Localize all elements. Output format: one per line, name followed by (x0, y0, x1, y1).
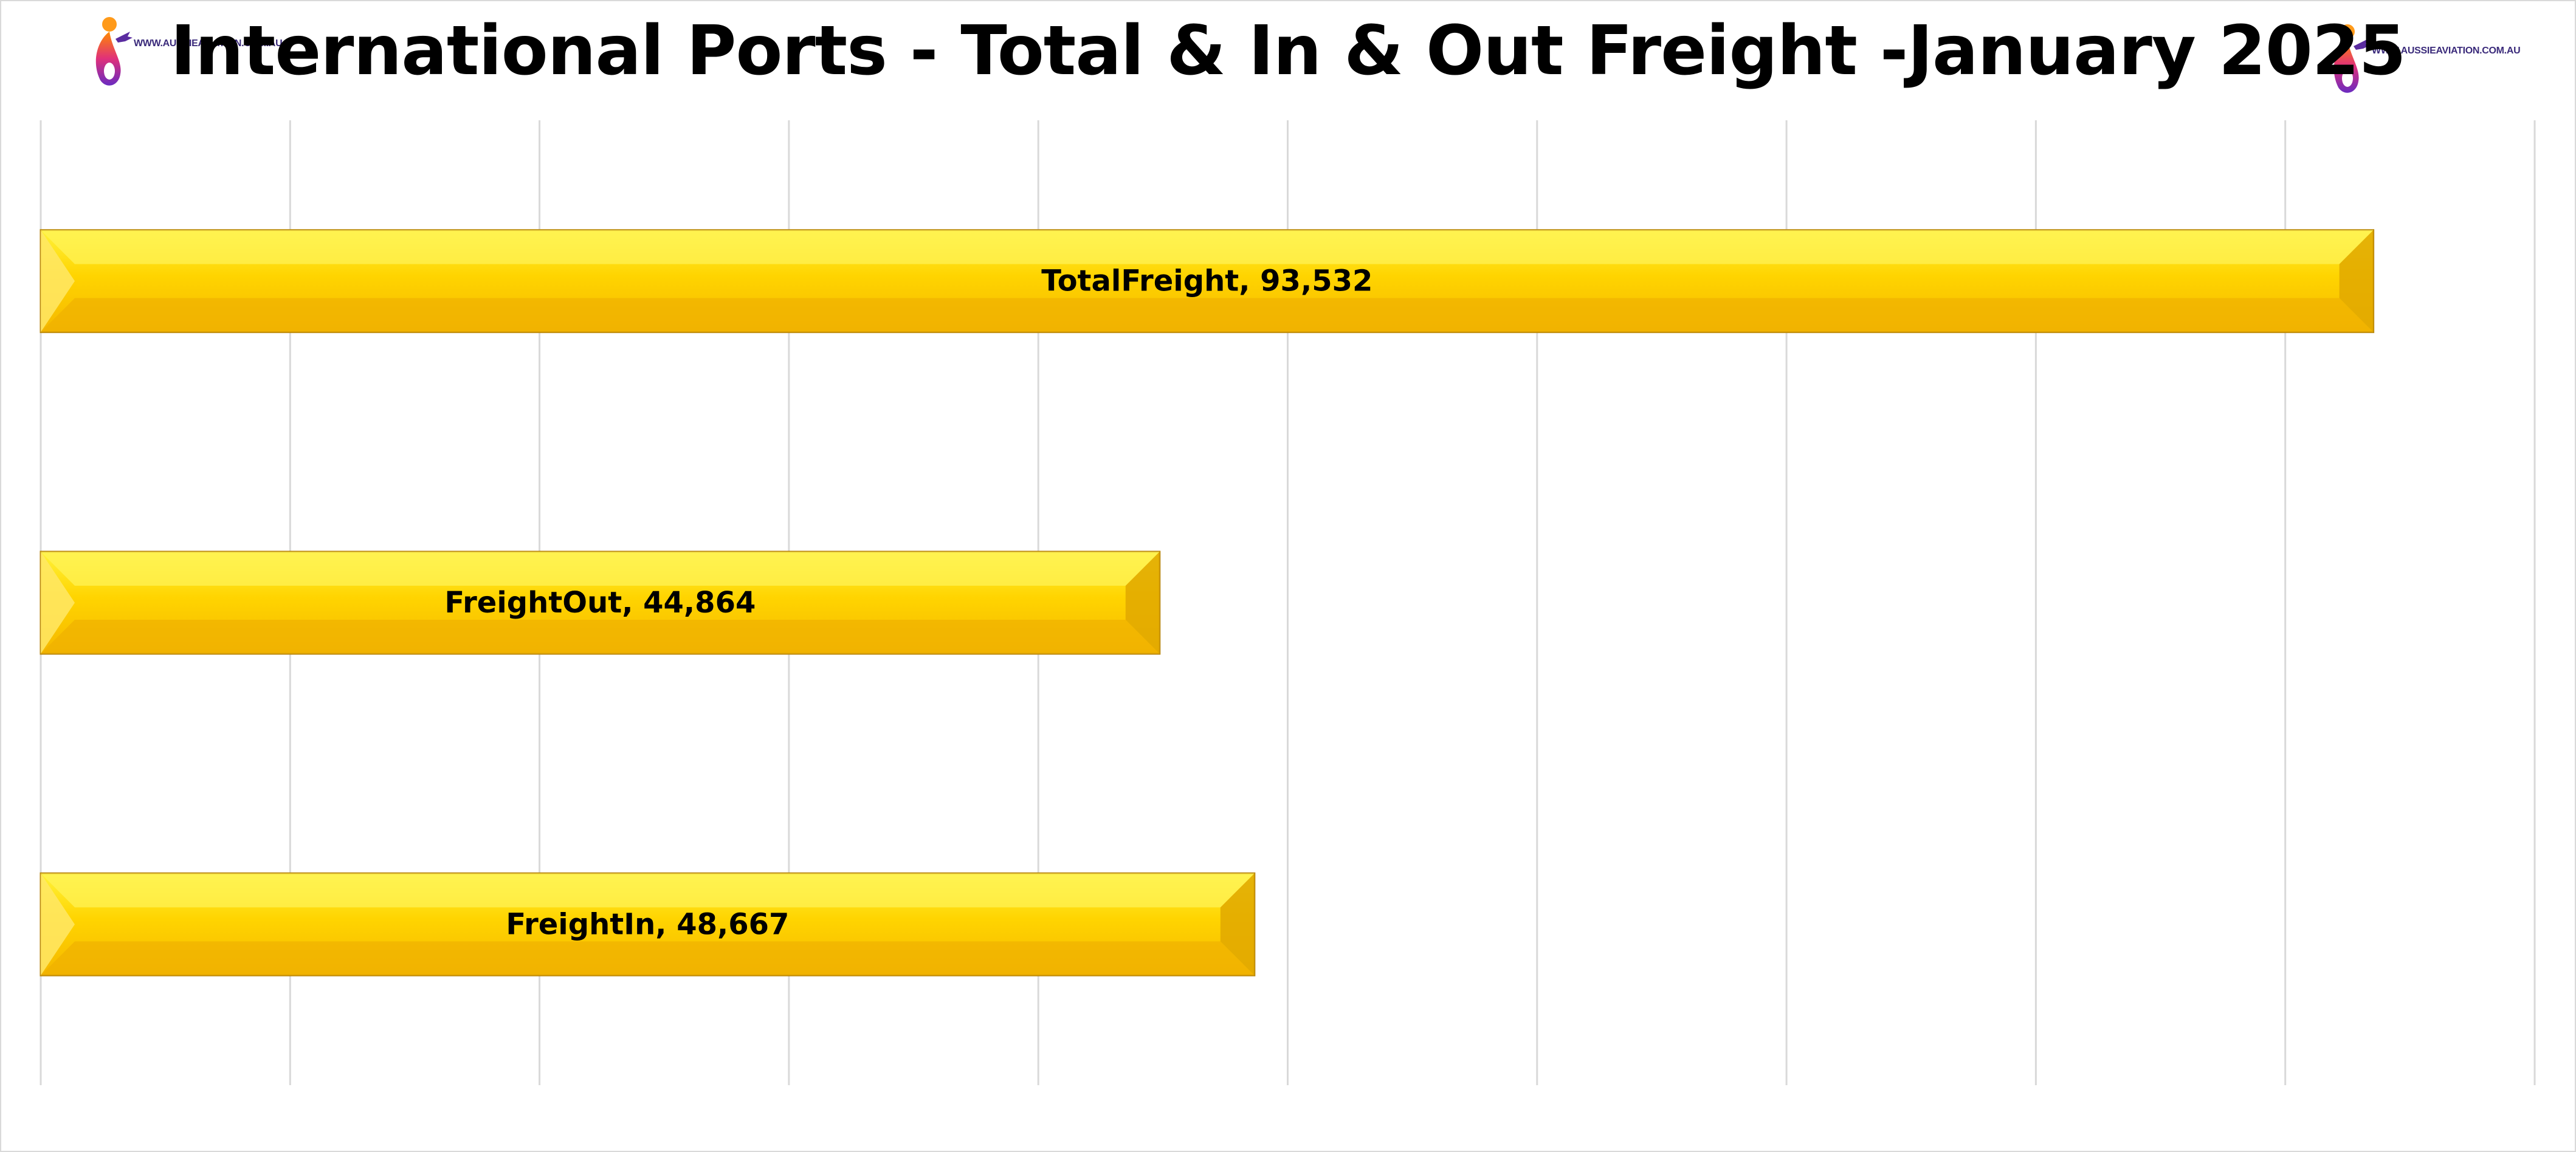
bar-bevel-top (41, 552, 1160, 586)
bar-label-totalfreight: TotalFreight, 93,532 (1041, 264, 1372, 298)
bar-labels: TotalFreight, 93,532 FreightOut, 44,864 Fr… (444, 264, 1372, 942)
bar-bevel-left (41, 873, 75, 976)
bar-bevel-left (41, 230, 75, 332)
bars (40, 229, 2375, 976)
bar-bevel-right (1220, 873, 1255, 976)
bar-bevel-top (41, 873, 1255, 908)
bar-label-freightin: FreightIn, 48,667 (506, 907, 789, 941)
bar-bevel-top (41, 230, 2374, 264)
bar-freightout (40, 550, 1161, 655)
bar-bevel-bottom (41, 298, 2374, 332)
logo-left-text: WWW.AUSSIEAVIATION.COM.AU (134, 38, 283, 49)
bar-freightin (40, 872, 1256, 976)
aussie-aviation-logo-icon (2333, 24, 2371, 93)
bar-bevel-left (41, 552, 75, 654)
bar-bevel-bottom (41, 941, 1255, 976)
bar-label-freightout: FreightOut, 44,864 (444, 586, 756, 620)
bar-bevel-bottom (41, 620, 1160, 654)
logo-left: WWW.AUSSIEAVIATION.COM.AU (85, 13, 283, 92)
aussie-aviation-logo-icon (95, 17, 133, 86)
chart-title: International Ports - Total & In & Out F… (170, 12, 2406, 91)
bar-totalfreight (40, 229, 2375, 334)
logo-right-text: WWW.AUSSIEAVIATION.COM.AU (2372, 46, 2521, 56)
logo-right: WWW.AUSSIEAVIATION.COM.AU (2323, 21, 2521, 100)
